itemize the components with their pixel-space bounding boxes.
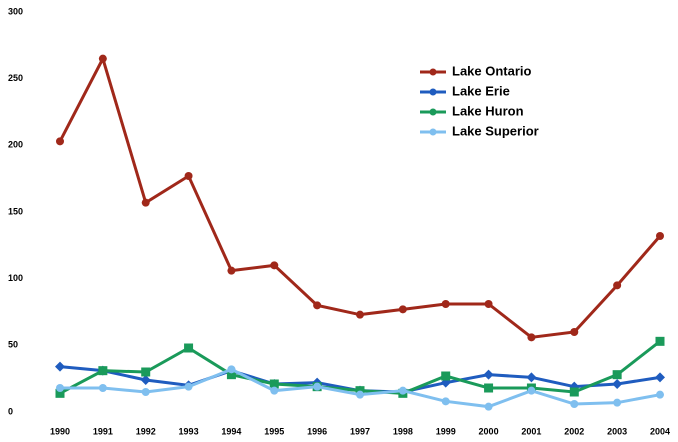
marker: [612, 370, 622, 380]
marker: [56, 137, 64, 146]
marker: [656, 232, 664, 240]
marker: [356, 310, 364, 319]
x-tick-label: 1991: [93, 426, 113, 436]
marker: [655, 372, 665, 383]
legend-marker: [429, 88, 437, 96]
x-tick-label: 2002: [564, 426, 584, 436]
marker: [313, 301, 322, 310]
y-tick-label: 250: [8, 73, 23, 83]
marker: [527, 386, 536, 395]
marker: [227, 365, 236, 374]
marker: [55, 388, 65, 398]
marker: [483, 369, 494, 380]
marker: [398, 386, 407, 395]
marker: [184, 382, 193, 391]
x-tick-label: 2000: [479, 426, 499, 436]
y-tick-label: 0: [8, 406, 13, 416]
marker: [398, 305, 407, 314]
marker: [570, 400, 579, 408]
y-tick-label: 150: [8, 206, 23, 216]
marker: [98, 384, 107, 392]
marker: [526, 372, 537, 383]
y-tick-label: 50: [8, 340, 18, 350]
legend-label: Lake Huron: [452, 103, 524, 118]
marker: [141, 388, 150, 396]
x-tick-label: 1996: [307, 426, 327, 436]
marker: [184, 343, 194, 353]
legend-marker: [429, 68, 437, 76]
marker: [141, 198, 150, 207]
marker: [569, 387, 579, 397]
marker: [56, 384, 64, 392]
marker: [226, 370, 236, 380]
marker: [484, 300, 493, 308]
y-tick-label: 100: [8, 273, 23, 283]
marker: [98, 366, 108, 376]
x-tick-label: 1995: [264, 426, 284, 436]
marker: [270, 261, 279, 270]
x-tick-label: 1992: [136, 426, 156, 436]
legend-marker: [429, 128, 437, 136]
marker: [441, 300, 450, 308]
marker: [570, 328, 579, 336]
marker: [655, 336, 665, 346]
marker: [441, 397, 450, 406]
y-tick-label: 300: [8, 6, 23, 16]
marker: [140, 375, 151, 385]
x-tick-label: 2004: [650, 426, 670, 436]
x-tick-label: 1997: [350, 426, 370, 436]
x-tick-label: 1993: [179, 426, 199, 436]
legend-label: Lake Erie: [452, 83, 510, 98]
x-tick-label: 2001: [521, 426, 541, 436]
marker: [613, 281, 622, 290]
marker: [656, 390, 664, 399]
marker: [612, 379, 623, 389]
marker: [484, 383, 494, 393]
x-tick-label: 1994: [221, 426, 241, 436]
marker: [141, 367, 151, 377]
marker: [55, 361, 65, 372]
marker: [98, 54, 107, 63]
marker: [527, 333, 536, 342]
marker: [269, 379, 279, 389]
marker: [313, 382, 322, 391]
marker: [227, 266, 236, 275]
x-tick-label: 1990: [50, 426, 70, 436]
y-tick-label: 200: [8, 140, 23, 150]
legend-label: Lake Ontario: [452, 63, 532, 78]
x-tick-label: 1999: [436, 426, 456, 436]
legend-label: Lake Superior: [452, 123, 539, 138]
x-tick-label: 2003: [607, 426, 627, 436]
marker: [356, 390, 364, 399]
marker: [270, 386, 279, 395]
marker: [441, 371, 451, 381]
marker: [484, 402, 493, 411]
marker: [613, 398, 622, 407]
legend-marker: [429, 108, 437, 116]
x-tick-label: 1998: [393, 426, 413, 436]
marker: [184, 172, 193, 180]
series-line: [58, 54, 662, 339]
